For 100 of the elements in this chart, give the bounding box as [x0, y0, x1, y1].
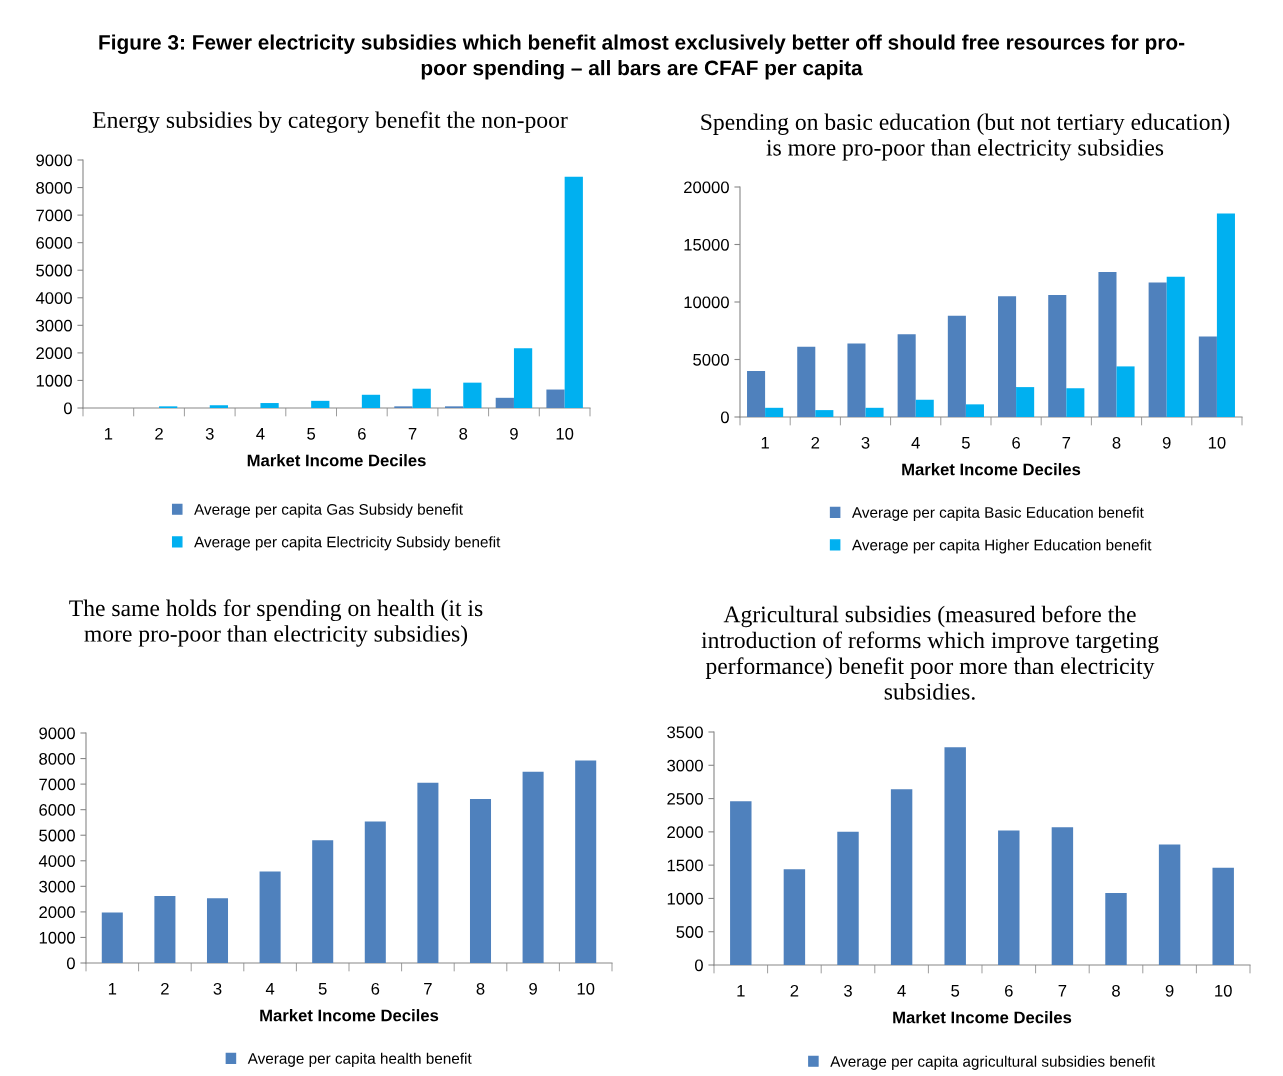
bar	[947, 315, 966, 417]
legend-label: Average per capita Gas Subsidy benefit	[194, 503, 463, 518]
bar	[747, 371, 766, 417]
x-tick-label: 5	[318, 983, 327, 995]
bar	[1216, 213, 1235, 417]
legend-label: Average per capita Electricity Subsidy benefit	[194, 536, 501, 551]
chart-title: The same holds for spending on health (it is more pro-poor than electricity subsidies)	[69, 599, 483, 647]
bar	[1066, 388, 1085, 417]
y-tick-label: 3000	[36, 319, 72, 332]
bar	[1198, 336, 1217, 417]
x-tick-label: 4	[256, 428, 265, 440]
x-tick-label: 6	[358, 427, 366, 440]
x-tick-label: 8	[1112, 436, 1121, 449]
caption: Figure 3: Fewer electricity subsidies which benefit almost exclusively better off should free resources for pro- poor spending – all bars are CFAF per capita	[99, 34, 1185, 80]
y-tick-label: 3000	[39, 880, 75, 893]
x-tick-label: 9	[510, 427, 518, 440]
legend-label: Average per capita health benefit	[247, 1052, 472, 1067]
x-tick-label: 7	[1062, 437, 1071, 449]
x-tick-label: 3	[205, 427, 214, 440]
bar	[847, 343, 866, 417]
bar	[890, 789, 913, 965]
x-tick-label: 8	[459, 427, 468, 440]
bar	[1212, 867, 1234, 965]
x-tick-label: 10	[577, 982, 595, 995]
x-tick-label: 9	[529, 982, 537, 995]
y-tick-label: 5000	[39, 829, 75, 842]
y-tick-label: 6000	[39, 804, 75, 816]
x-tick-label: 10	[1215, 984, 1232, 997]
x-axis-title: Market Income Deciles	[902, 463, 1081, 476]
y-tick-label: 15000	[684, 238, 729, 251]
legend-label: Average per capita Basic Education benefit	[851, 506, 1144, 521]
bar	[1105, 893, 1127, 965]
y-tick-label: 5000	[36, 264, 72, 277]
bar	[1148, 282, 1167, 417]
y-tick-label: 1500	[667, 859, 703, 872]
x-tick-label: 2	[155, 427, 163, 440]
x-tick-label: 10	[1208, 436, 1226, 449]
chart-title: Agricultural subsidies (measured before the introduction of reforms which improve targeting performance) benefit poor more than electricity subsidies.	[701, 605, 1159, 700]
y-tick-label: 3000	[667, 759, 703, 772]
bar	[311, 400, 330, 408]
y-tick-label: 2000	[39, 906, 75, 919]
x-tick-label: 9	[1162, 436, 1171, 449]
x-tick-label: 7	[424, 983, 432, 995]
x-tick-label: 6	[1005, 984, 1013, 997]
x-axis-title: Market Income Deciles	[893, 1011, 1072, 1024]
y-tick-label: 1000	[36, 374, 72, 387]
bar	[1016, 387, 1035, 417]
y-tick-label: 20000	[684, 181, 729, 194]
bar	[312, 840, 334, 963]
y-tick-label: 8000	[39, 752, 75, 765]
y-tick-label: 7000	[39, 778, 75, 791]
x-tick-label: 1	[737, 985, 745, 997]
y-tick-label: 5000	[693, 353, 729, 366]
bar	[469, 798, 492, 963]
y-tick-label: 9000	[36, 154, 72, 167]
x-tick-label: 2	[161, 982, 169, 995]
bar	[944, 747, 966, 965]
bar	[998, 830, 1020, 965]
bar	[1098, 272, 1117, 417]
bar	[765, 407, 784, 417]
bar	[1116, 366, 1135, 417]
x-tick-label: 6	[371, 982, 380, 995]
bar	[154, 896, 176, 963]
y-tick-label: 0	[720, 411, 729, 424]
bar	[495, 397, 514, 408]
y-tick-label: 2000	[36, 347, 72, 360]
bar	[412, 388, 431, 408]
y-tick-label: 7000	[36, 209, 72, 222]
x-tick-label: 3	[861, 436, 870, 449]
bar	[915, 399, 934, 417]
bar	[361, 394, 381, 408]
x-tick-label: 3	[213, 982, 222, 995]
y-tick-label: 3500	[667, 726, 703, 739]
chart-title: Energy subsidies by category benefit the non-poor	[92, 111, 568, 133]
bar	[206, 898, 229, 963]
bar	[998, 296, 1017, 417]
bar	[897, 334, 916, 417]
chart-title: Spending on basic education (but not tertiary education) is more pro-poor than electricity subsidies	[701, 113, 1230, 161]
y-tick-label: 6000	[36, 237, 72, 249]
y-tick-label: 9000	[39, 727, 75, 740]
bar	[1166, 276, 1185, 417]
bar	[815, 410, 834, 417]
bar	[575, 760, 597, 963]
bar	[1158, 844, 1181, 965]
bar	[564, 176, 583, 408]
bar	[1048, 295, 1067, 417]
x-tick-label: 7	[408, 428, 417, 440]
bar	[101, 912, 123, 963]
bar	[417, 782, 439, 963]
bar	[837, 831, 859, 965]
x-tick-label: 5	[951, 985, 960, 997]
x-tick-label: 4	[265, 983, 275, 995]
x-tick-label: 1	[108, 983, 117, 995]
bar	[865, 407, 884, 417]
x-tick-label: 8	[1112, 984, 1120, 997]
bar	[797, 346, 816, 417]
y-tick-label: 1000	[667, 892, 703, 905]
y-tick-label: 8000	[36, 181, 72, 194]
y-tick-label: 10000	[684, 296, 729, 309]
y-tick-label: 500	[676, 926, 703, 938]
